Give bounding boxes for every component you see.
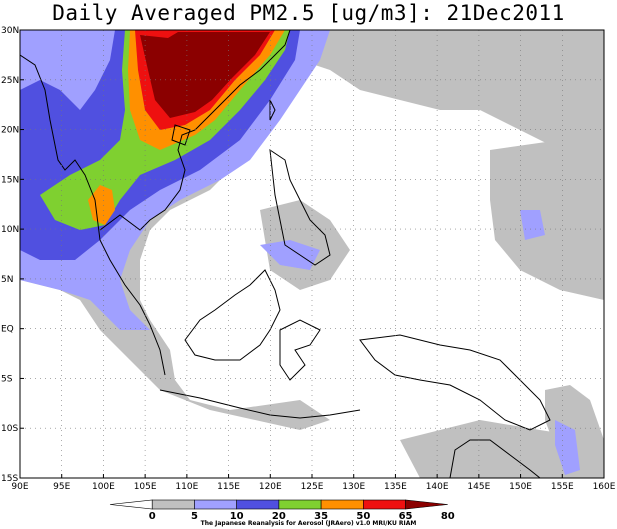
colorbar-segment xyxy=(236,499,280,510)
colorbar-label: 20 xyxy=(272,511,286,522)
lat-label: 5S xyxy=(1,374,13,384)
longitude-axis: 90E 95E 100E 105E 110E 115E 120E 125E 130E 135E 14… xyxy=(11,474,616,492)
pm25-band-10-20-pacific xyxy=(520,210,545,240)
lon-label: 140E xyxy=(426,482,449,492)
lon-label: 150E xyxy=(509,482,532,492)
lat-label: 10S xyxy=(1,424,18,434)
colorbar-segment xyxy=(194,499,237,510)
colorbar-left-arrow xyxy=(109,499,153,510)
lat-label: EQ xyxy=(1,325,14,335)
lon-label: 110E xyxy=(175,482,198,492)
concentration-field xyxy=(20,30,604,478)
colorbar-label: 0 xyxy=(149,511,156,522)
pm25-band-10-20-timor xyxy=(555,420,580,475)
lon-label: 120E xyxy=(259,482,282,492)
lon-label: 90E xyxy=(11,482,28,492)
colorbar-segment xyxy=(151,499,195,510)
coast-borneo xyxy=(184,269,281,361)
lat-label: 20N xyxy=(1,126,19,136)
coast-newguinea xyxy=(359,334,551,431)
lon-label: 145E xyxy=(467,482,490,492)
coast-australia xyxy=(449,439,541,478)
pm25-band-80-plus xyxy=(140,32,270,118)
lat-label: 15S xyxy=(1,474,18,484)
coast-philippines xyxy=(269,148,331,266)
lon-label: 105E xyxy=(134,482,157,492)
colorbar-label: 50 xyxy=(356,511,370,522)
colorbar-segment xyxy=(363,499,406,510)
colorbar-segment xyxy=(320,499,364,510)
colorbar-label: 65 xyxy=(399,511,413,522)
lon-label: 160E xyxy=(593,482,616,492)
lon-label: 125E xyxy=(301,482,324,492)
coast-vietnam xyxy=(99,30,291,231)
colorbar-segment xyxy=(278,499,322,510)
lon-label: 130E xyxy=(342,482,365,492)
colorbar: 0 5 10 20 35 50 65 80 xyxy=(109,499,455,522)
lat-label: 10N xyxy=(1,225,19,235)
colorbar-label: 10 xyxy=(230,511,244,522)
lat-label: 25N xyxy=(1,76,19,86)
lat-label: 5N xyxy=(1,275,13,285)
lon-label: 115E xyxy=(217,482,240,492)
lat-label: 30N xyxy=(1,26,19,36)
credit-line: The Japanese Reanalysis for Aerosol (JRA… xyxy=(200,520,417,527)
coast-hainan xyxy=(171,124,191,146)
coast-sulawesi xyxy=(279,319,321,381)
lon-label: 95E xyxy=(53,482,70,492)
colorbar-label: 35 xyxy=(314,511,328,522)
latitude-axis: 30N 25N 20N 15N 10N 5N EQ 5S 10S 15S xyxy=(1,26,24,484)
map-title: Daily Averaged PM2.5 [ug/m3]: 21Dec2011 xyxy=(52,1,565,25)
pm25-band-50-65-south xyxy=(88,185,115,225)
lat-label: 15N xyxy=(1,175,19,185)
colorbar-label: 80 xyxy=(441,511,455,522)
lon-label: 135E xyxy=(384,482,407,492)
pm25-band-10-20-east xyxy=(260,240,320,270)
lon-label: 100E xyxy=(92,482,115,492)
pm25-band-5-10-pacific xyxy=(490,140,604,300)
colorbar-right-arrow xyxy=(405,499,448,510)
colorbar-label: 5 xyxy=(191,511,198,522)
lon-label: 155E xyxy=(551,482,574,492)
